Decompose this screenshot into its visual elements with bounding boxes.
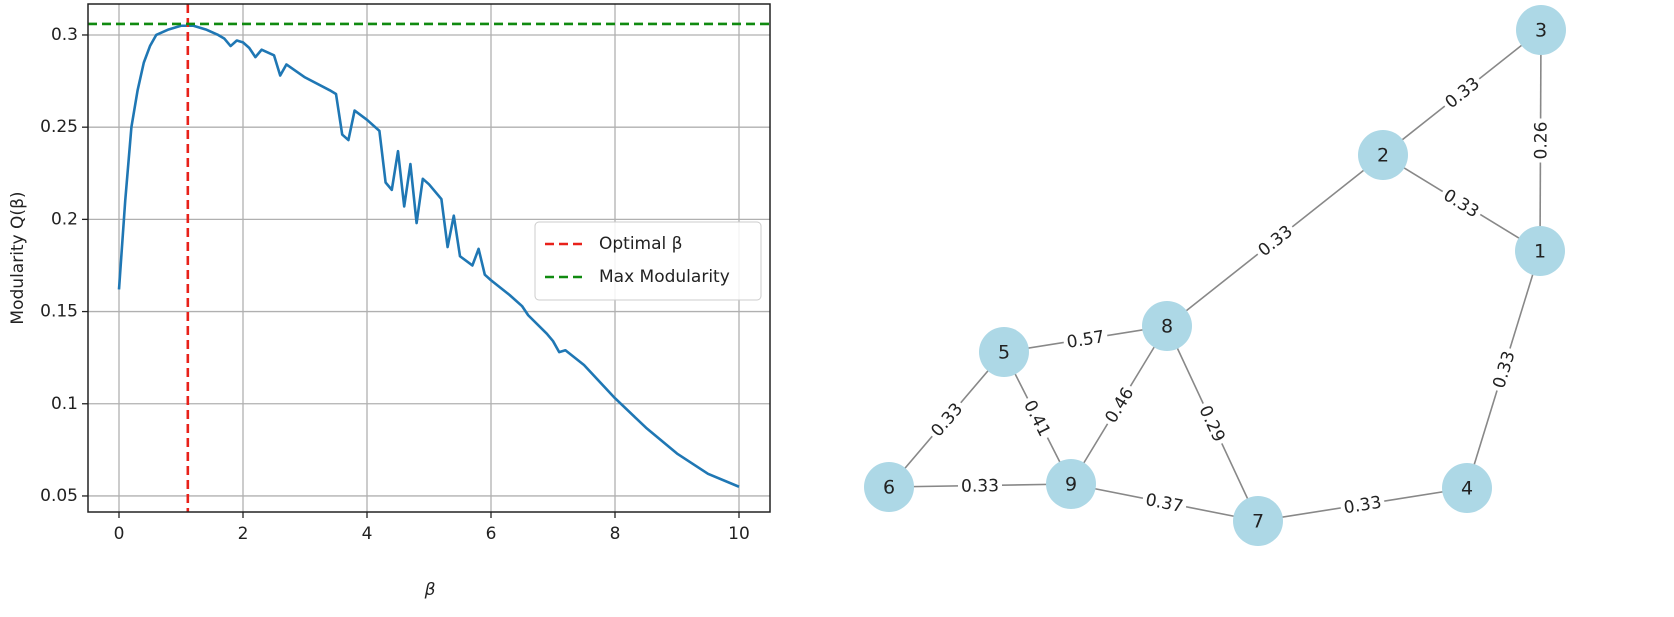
edge-label: 0.57: [1062, 324, 1109, 354]
edge-label-bg: [1193, 398, 1232, 449]
edge-label-bg: [1529, 118, 1552, 163]
edge-label: 0.33: [1437, 70, 1487, 115]
node: [1442, 463, 1492, 513]
edge-label-bg: [1017, 393, 1058, 443]
edge-weight: 0.33: [1489, 349, 1519, 391]
edge-label: 0.37: [1140, 487, 1189, 518]
x-tick-label: 2: [238, 524, 249, 544]
node: [1516, 5, 1566, 55]
edge-label-bg: [1098, 380, 1140, 430]
edge-label-bg: [1062, 324, 1109, 354]
edge-label: 0.33: [1250, 218, 1300, 263]
node-label: 1: [1534, 241, 1546, 263]
edge-label-bg: [1250, 218, 1300, 263]
node: [864, 462, 914, 512]
edge-label-bg: [1339, 490, 1386, 519]
edge-label-bg: [923, 395, 970, 444]
x-tick-label: 8: [610, 524, 621, 544]
edge-weight: 0.33: [961, 476, 999, 497]
edge-label-bg: [1436, 182, 1487, 224]
edge-label: 0.33: [1436, 182, 1487, 224]
edge-label: 0.26: [1529, 118, 1552, 163]
node: [1046, 459, 1096, 509]
node-label: 4: [1461, 478, 1473, 500]
x-tick-label: 10: [728, 524, 750, 544]
node-label: 2: [1377, 145, 1389, 167]
node-label: 6: [883, 477, 895, 499]
x-tick-label: 4: [362, 524, 373, 544]
data-line: [117, 24, 740, 488]
node-label: 8: [1161, 316, 1173, 338]
edge-label: 0.33: [1486, 345, 1521, 394]
edge-label-bg: [1437, 70, 1487, 115]
edge-weight: 0.37: [1144, 490, 1185, 517]
plot-frame: [87, 3, 771, 513]
y-tick-label: 0.05: [40, 486, 78, 506]
edge-label: 0.41: [1017, 393, 1058, 443]
x-tick-label: 6: [486, 524, 497, 544]
y-tick-label: 0.15: [40, 302, 78, 322]
node-label: 3: [1535, 20, 1547, 42]
legend-label: Optimal β: [599, 234, 683, 254]
edge-label-bg: [1140, 487, 1189, 518]
x-tick-label: 0: [114, 524, 125, 544]
edge-label-bg: [957, 474, 1003, 497]
edge-label: 0.33: [923, 395, 970, 444]
node: [979, 327, 1029, 377]
edge-label-bg: [1486, 345, 1521, 394]
node: [1358, 130, 1408, 180]
node-label: 5: [998, 342, 1010, 364]
edge-weight: 0.26: [1531, 122, 1551, 160]
edge-label: 0.29: [1193, 398, 1232, 449]
y-tick-label: 0.3: [51, 25, 78, 45]
edge-weight: 0.41: [1019, 397, 1054, 440]
node: [1233, 496, 1283, 546]
node-label: 9: [1065, 474, 1077, 496]
node-label: 7: [1252, 511, 1264, 533]
y-tick-label: 0.25: [40, 117, 78, 137]
y-tick-label: 0.2: [51, 209, 78, 229]
x-axis-label: β: [424, 580, 436, 600]
edge-label: 0.33: [1339, 490, 1386, 519]
y-tick-label: 0.1: [51, 394, 78, 414]
legend-label: Max Modularity: [599, 267, 730, 287]
y-axis-label: Modularity Q(β): [8, 191, 28, 324]
edge-label: 0.33: [957, 474, 1003, 497]
edge-label: 0.46: [1098, 380, 1140, 430]
node: [1515, 226, 1565, 276]
node: [1142, 301, 1192, 351]
edge-weight: 0.29: [1195, 403, 1229, 446]
legend-box: [534, 221, 762, 301]
